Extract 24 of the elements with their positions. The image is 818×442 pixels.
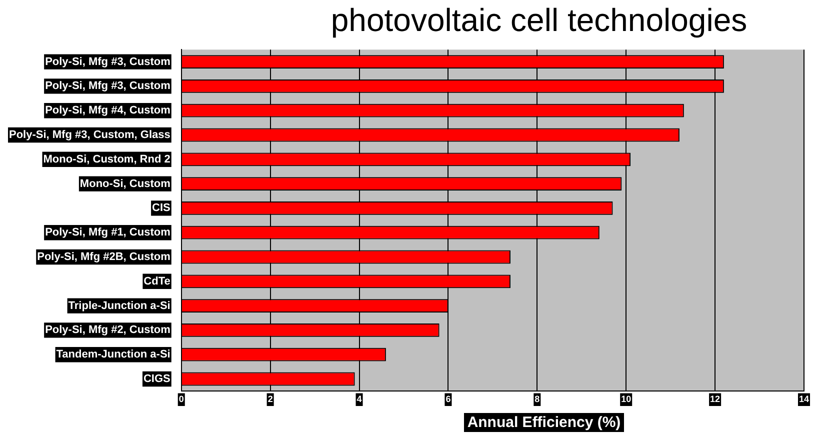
y-tick-label: Tandem-Junction a-Si [56, 348, 170, 361]
y-tick-label: Poly-Si, Mfg #3, Custom [45, 80, 171, 92]
y-tick-label: Poly-Si, Mfg #2, Custom [45, 324, 171, 336]
x-tick-label: 12 [710, 394, 720, 404]
y-tick-label: Mono-Si, Custom [80, 178, 171, 190]
y-tick-label: CdTe [144, 275, 170, 288]
x-axis-title: Annual Efficiency (%) [464, 413, 624, 432]
y-tick-label: Poly-Si, Mfg #3, Custom [45, 56, 171, 68]
y-tick-label: Poly-Si, Mfg #4, Custom [45, 104, 171, 117]
y-tick-label: Poly-Si, Mfg #1, Custom [45, 226, 171, 239]
x-tick-label: 6 [446, 394, 451, 404]
y-tick-label: CIS [152, 202, 170, 214]
y-tick-label: Poly-Si, Mfg #3, Custom, Glass [8, 129, 170, 142]
y-tick-label: CIGS [143, 373, 170, 386]
x-tick-label: 0 [178, 394, 184, 404]
y-tick-label: Mono-Si, Custom, Rnd 2 [43, 153, 170, 166]
x-tick-label: 4 [356, 394, 362, 404]
x-tick-label: 14 [798, 394, 810, 404]
x-tick-label: 8 [534, 394, 540, 404]
y-tick-label: Poly-Si, Mfg #2B, Custom [37, 251, 171, 264]
y-tick-label: Triple-Junction a-Si [68, 300, 170, 312]
x-tick-label: 2 [268, 394, 273, 404]
chart-title: photovoltaic cell technologies [330, 1, 748, 40]
x-tick-label: 10 [621, 394, 632, 404]
